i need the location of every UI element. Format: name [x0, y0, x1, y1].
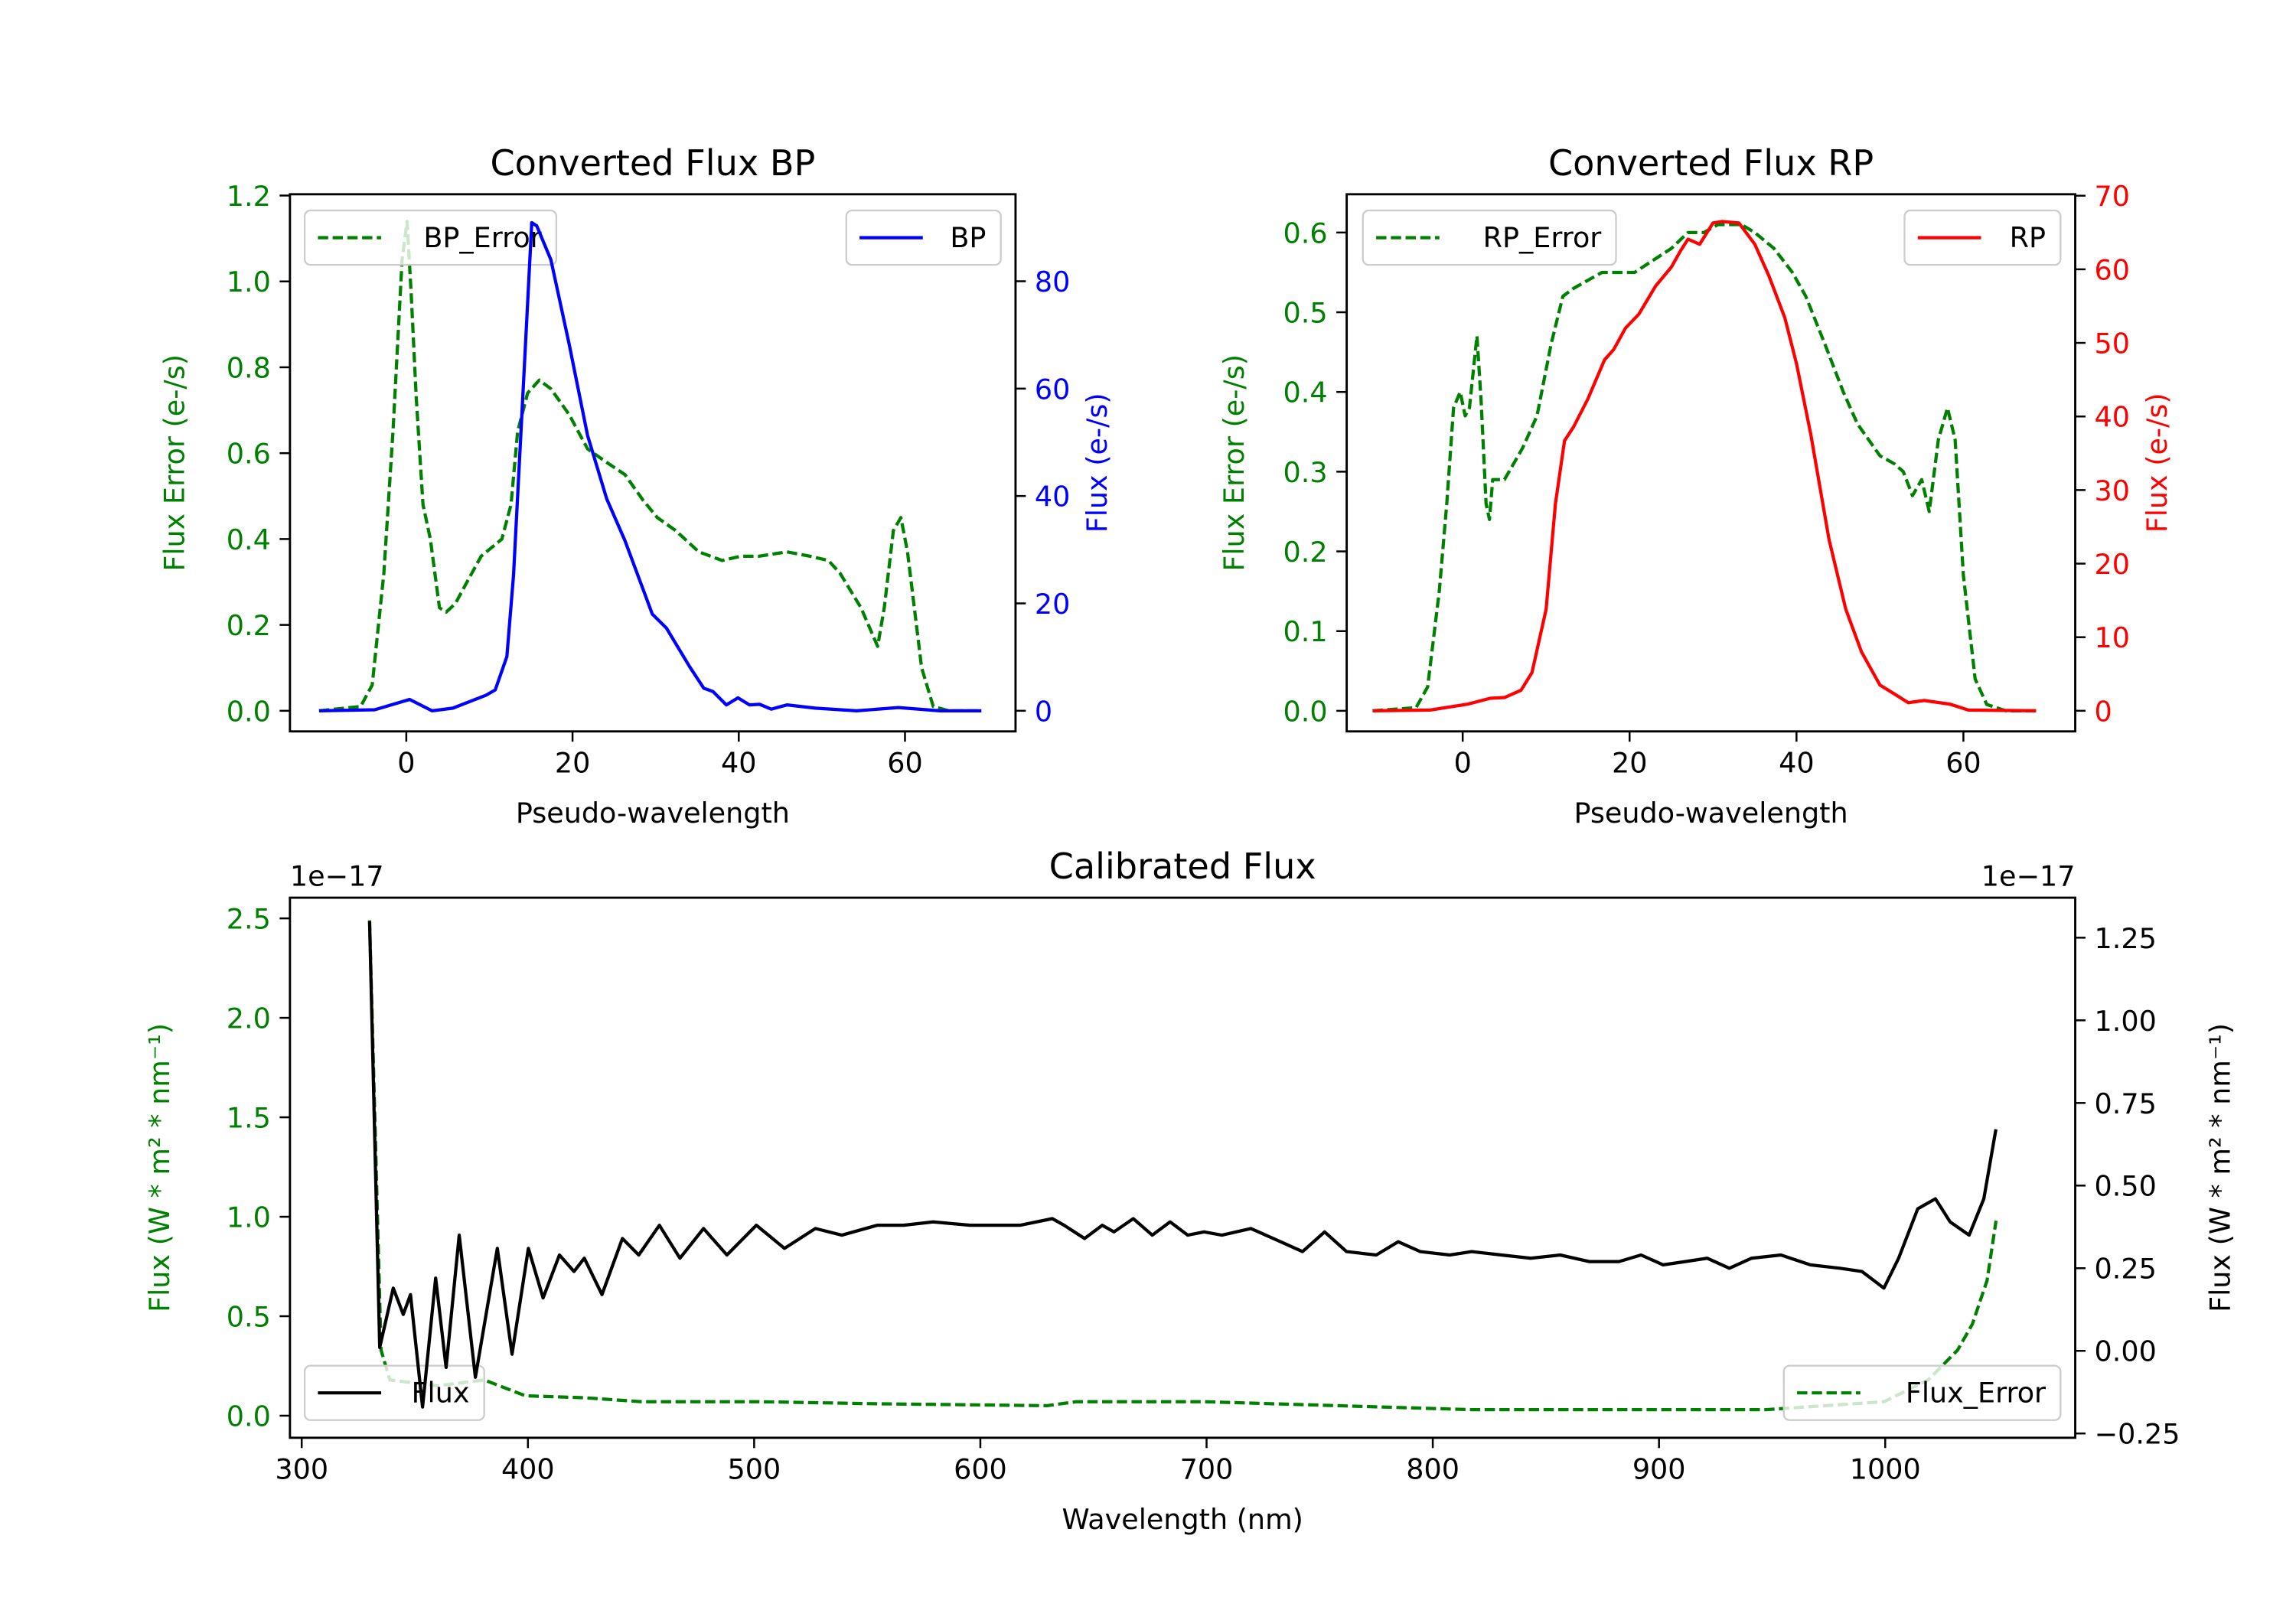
- x-tick-label: 20: [1612, 747, 1647, 780]
- legend-rp: RP: [1903, 209, 2062, 266]
- y-axis-label-left: Flux Error (e-/s): [158, 354, 191, 572]
- x-tick-label: 40: [1779, 747, 1814, 780]
- y-tick-label-right: 10: [2095, 621, 2130, 654]
- legend-rp-error: RP_Error: [1362, 209, 1617, 266]
- axes-frame: [289, 193, 1017, 733]
- y-tick-label-left: 0.1: [1283, 615, 1328, 648]
- x-tick-label: 300: [275, 1453, 328, 1486]
- y-axis-label-right: Flux (e-/s): [2141, 393, 2174, 533]
- y-tick-label-right: 50: [2095, 328, 2130, 360]
- y-tick-label-left: 2.0: [227, 1002, 271, 1035]
- y-tick-label-left: 0.0: [1283, 695, 1328, 728]
- y-offset-left: 1e−17: [290, 860, 384, 893]
- chart-converted-flux-rp: RP_Error RP 0 20 40 60 0.0 0.1 0.2 0.3 0.4 0.5 0.6 0 1…: [1218, 142, 2174, 830]
- x-axis-label: Wavelength (nm): [1062, 1503, 1303, 1536]
- y-tick-label-left: 0.0: [227, 695, 271, 728]
- y-tick-label-left: 1.5: [227, 1102, 271, 1135]
- legend-flux-error: Flux_Error: [1782, 1364, 2062, 1421]
- series-line-rp: [1372, 220, 2037, 712]
- y-tick-label-right: −0.25: [2095, 1418, 2180, 1451]
- legend-box: [303, 209, 558, 266]
- y-tick-label-right: 20: [2095, 548, 2130, 581]
- legend-label: BP: [950, 221, 986, 254]
- chart-calibrated-flux: Flux Flux_Error 300 400 500 600 700 800 900 1000 0…: [143, 846, 2236, 1536]
- x-tick-label: 60: [1945, 747, 1981, 780]
- x-tick-label: 40: [721, 747, 756, 780]
- y-tick-label-right: 0.50: [2095, 1170, 2157, 1203]
- y-tick-label-left: 0.6: [1283, 217, 1328, 249]
- y-tick-label-left: 2.5: [227, 903, 271, 936]
- y-axis-label-right: Flux (W * m² * nm⁻¹): [2203, 1023, 2236, 1312]
- y-tick-label-right: 20: [1035, 588, 1070, 621]
- chart-converted-flux-bp: BP_Error BP 0 20 40 60 0.0 0.2 0.4 0.6 0.8 1.0 1.2 0 2…: [158, 142, 1114, 830]
- y-tick-label-right: 0.25: [2095, 1253, 2157, 1286]
- y-tick-label-right: 0.00: [2095, 1335, 2157, 1368]
- legend-bp: BP: [845, 209, 1002, 266]
- y-tick-label-left: 1.2: [227, 180, 271, 213]
- y-tick-label-left: 0.2: [1283, 536, 1328, 569]
- chart-title: Converted Flux RP: [1548, 142, 1874, 184]
- y-tick-label-right: 80: [1035, 266, 1070, 298]
- x-tick-label: 900: [1632, 1453, 1686, 1486]
- x-tick-label: 700: [1180, 1453, 1234, 1486]
- y-tick-label-left: 0.3: [1283, 456, 1328, 489]
- y-tick-label-left: 0.0: [227, 1400, 271, 1433]
- legend-label: BP_Error: [423, 221, 542, 254]
- y-tick-label-right: 30: [2095, 474, 2130, 507]
- x-tick-label: 0: [1454, 747, 1472, 780]
- legend-label: RP: [2010, 221, 2046, 254]
- legend-box: [1903, 209, 2062, 266]
- series-line-bp: [318, 220, 982, 712]
- y-tick-label-right: 60: [1035, 373, 1070, 406]
- y-tick-label-left: 1.0: [227, 266, 271, 298]
- y-axis-label-left: Flux Error (e-/s): [1218, 354, 1251, 572]
- legend-box: [303, 1364, 485, 1421]
- y-tick-label-left: 0.6: [227, 438, 271, 471]
- y-tick-label-right: 0: [1035, 695, 1052, 728]
- x-tick-label: 500: [728, 1453, 781, 1486]
- y-axis-label-right: Flux (e-/s): [1081, 393, 1114, 533]
- series-line-flux: [367, 921, 1998, 1409]
- x-axis-label: Pseudo-wavelength: [516, 797, 790, 830]
- y-tick-label-right: 1.00: [2095, 1005, 2157, 1038]
- y-tick-label-right: 70: [2095, 180, 2130, 213]
- y-tick-label-left: 0.4: [1283, 376, 1328, 409]
- x-tick-label: 400: [501, 1453, 555, 1486]
- axes-frame: [1345, 193, 2076, 733]
- y-tick-label-left: 0.2: [227, 609, 271, 642]
- y-tick-label-left: 0.5: [227, 1300, 271, 1333]
- x-tick-label: 1000: [1850, 1453, 1921, 1486]
- y-tick-label-right: 60: [2095, 253, 2130, 286]
- x-tick-label: 20: [555, 747, 590, 780]
- x-tick-label: 600: [954, 1453, 1007, 1486]
- legend-bp-error: BP_Error: [303, 209, 558, 266]
- legend-label: Flux_Error: [1906, 1377, 2047, 1410]
- chart-title: Converted Flux BP: [490, 142, 815, 184]
- legend-box: [1362, 209, 1617, 266]
- y-offset-right: 1e−17: [1981, 860, 2076, 893]
- legend-box: [1782, 1364, 2062, 1421]
- y-tick-label-right: 1.25: [2095, 922, 2157, 955]
- y-tick-label-left: 0.8: [227, 351, 271, 384]
- series-line-rp-error: [1372, 223, 2037, 712]
- y-tick-label-right: 40: [1035, 481, 1070, 513]
- x-tick-label: 60: [887, 747, 922, 780]
- y-tick-label-right: 0.75: [2095, 1087, 2157, 1120]
- y-axis-label-left: Flux (W * m² * nm⁻¹): [143, 1023, 176, 1312]
- y-tick-label-right: 40: [2095, 401, 2130, 434]
- legend-flux: Flux: [303, 1364, 485, 1421]
- legend-box: [845, 209, 1002, 266]
- series-line-bp-error: [318, 220, 982, 712]
- x-tick-label: 0: [397, 747, 415, 780]
- y-tick-label-left: 1.0: [227, 1201, 271, 1234]
- axes-frame: [289, 896, 2076, 1439]
- y-tick-label-left: 0.4: [227, 523, 271, 556]
- chart-title: Calibrated Flux: [1049, 846, 1316, 887]
- y-tick-label-left: 0.5: [1283, 296, 1328, 329]
- y-tick-label-right: 0: [2095, 695, 2112, 728]
- x-tick-label: 800: [1406, 1453, 1459, 1486]
- x-axis-label: Pseudo-wavelength: [1574, 797, 1848, 830]
- legend-label: RP_Error: [1483, 221, 1603, 254]
